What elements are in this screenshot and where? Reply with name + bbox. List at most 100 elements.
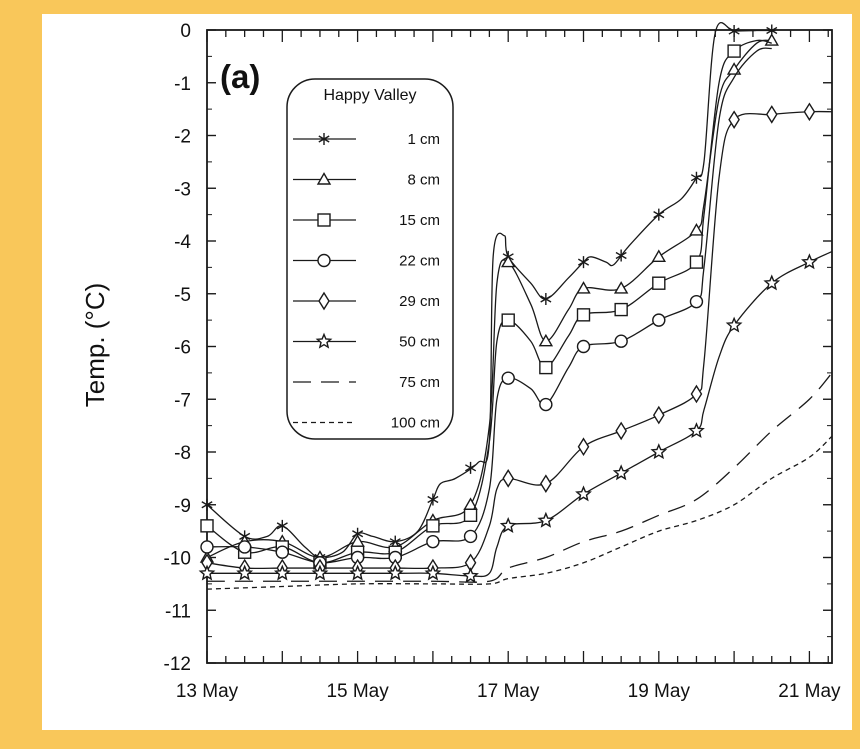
data-point-22-cm (463, 529, 478, 544)
data-point-15-cm (576, 308, 591, 322)
legend-marker-15-cm (317, 213, 331, 227)
data-point-29-cm (502, 469, 515, 488)
data-point-15-cm (614, 302, 628, 317)
data-point-22-cm (614, 334, 628, 348)
data-point-1-cm (201, 498, 213, 511)
data-point-1-cm (276, 519, 288, 532)
series-line-1-cm (206, 21, 776, 559)
series-75-cm (206, 372, 833, 583)
data-point-29-cm (652, 405, 665, 425)
data-point-15-cm (539, 360, 553, 375)
legend-entries: 1 cm 8 cm 15 cm 22 cm 29 cm 50 cm 75 cm 100 cm (293, 131, 440, 432)
x-tick-label-4: 21 May (778, 681, 841, 702)
data-point-22-cm (689, 294, 704, 309)
y-tick-label-11: -11 (165, 601, 191, 622)
series-22-cm (200, 47, 772, 570)
data-point-8-cm (651, 249, 667, 263)
y-axis-title: Temp. (°C) (80, 283, 110, 408)
data-point-8-cm (538, 333, 554, 347)
data-point-1-cm (690, 171, 703, 184)
legend-label-75-cm: 75 cm (399, 374, 440, 391)
data-point-29-cm (765, 105, 778, 124)
data-point-8-cm (500, 254, 516, 268)
legend-label-100-cm: 100 cm (391, 415, 440, 432)
legend-label-1-cm: 1 cm (407, 131, 440, 148)
y-tick-label-1: -1 (174, 74, 191, 95)
data-point-22-cm (200, 540, 214, 554)
data-point-15-cm (727, 44, 741, 58)
y-tick-label-4: -4 (174, 232, 191, 253)
data-point-1-cm (577, 256, 590, 269)
legend-entry-100-cm: 100 cm (293, 415, 440, 432)
data-point-15-cm (689, 255, 704, 269)
series-line-75-cm (206, 372, 833, 583)
series-line-50-cm (206, 250, 833, 578)
data-point-50-cm (801, 253, 818, 270)
data-point-50-cm (386, 564, 404, 581)
data-point-50-cm (537, 511, 555, 528)
y-tick-label-5: -5 (174, 285, 191, 306)
data-point-50-cm (499, 517, 517, 533)
data-point-15-cm (463, 508, 478, 522)
legend-title: Happy Valley (323, 87, 416, 104)
data-point-29-cm (803, 102, 816, 122)
y-tick-label-8: -8 (174, 443, 191, 464)
legend-box (286, 78, 454, 440)
data-point-1-cm (653, 208, 665, 221)
data-point-29-cm (728, 110, 740, 129)
data-point-22-cm (426, 534, 440, 549)
legend-marker-1-cm (318, 133, 330, 145)
data-point-50-cm (650, 443, 668, 460)
data-point-1-cm (540, 293, 552, 306)
data-point-22-cm (501, 371, 515, 385)
data-point-50-cm (688, 422, 705, 439)
data-point-8-cm (689, 223, 704, 236)
series-50-cm (198, 250, 833, 584)
y-tick-label-7: -7 (174, 390, 191, 411)
data-point-22-cm (539, 397, 553, 412)
y-tick-label-10: -10 (164, 549, 191, 570)
data-point-29-cm (540, 474, 552, 493)
legend-label-50-cm: 50 cm (399, 334, 440, 351)
data-point-29-cm (690, 384, 703, 404)
legend-label-15-cm: 15 cm (399, 212, 440, 229)
legend-label-22-cm: 22 cm (399, 253, 440, 270)
data-point-50-cm (424, 564, 442, 581)
data-point-29-cm (577, 437, 590, 457)
data-point-50-cm (349, 564, 366, 581)
data-point-22-cm (237, 540, 252, 554)
y-tick-label-0: 0 (180, 21, 191, 42)
data-point-50-cm (763, 274, 781, 291)
data-point-50-cm (725, 316, 743, 333)
data-point-50-cm (236, 564, 254, 581)
series-layer (198, 21, 833, 590)
legend: Happy Valley 1 cm 8 cm 15 cm 22 cm 29 cm 50 c… (286, 78, 454, 440)
y-tick-label-9: -9 (174, 496, 191, 517)
legend-label-8-cm: 8 cm (407, 172, 440, 189)
data-point-15-cm (501, 313, 515, 327)
legend-entry-50-cm: 50 cm (293, 332, 440, 351)
panel-label: (a) (220, 58, 260, 95)
legend-entry-15-cm: 15 cm (293, 212, 440, 229)
data-point-50-cm (273, 564, 291, 581)
legend-entry-29-cm: 29 cm (293, 291, 440, 311)
y-tick-label-3: -3 (174, 179, 191, 200)
legend-entry-75-cm: 75 cm (293, 374, 440, 391)
data-point-15-cm (652, 276, 666, 290)
y-tick-label-2: -2 (174, 127, 191, 148)
data-point-22-cm (275, 545, 290, 559)
data-point-1-cm (465, 461, 477, 474)
data-point-15-cm (200, 519, 214, 533)
data-point-15-cm (426, 519, 440, 533)
data-point-50-cm (612, 464, 630, 481)
legend-entry-1-cm: 1 cm (293, 131, 440, 148)
data-point-1-cm (615, 249, 627, 262)
x-tick-label-2: 17 May (477, 681, 540, 702)
data-point-8-cm (613, 281, 629, 294)
data-point-8-cm (576, 281, 591, 294)
y-tick-label-6: -6 (174, 338, 191, 359)
legend-marker-50-cm (315, 332, 333, 349)
legend-marker-22-cm (317, 253, 331, 268)
